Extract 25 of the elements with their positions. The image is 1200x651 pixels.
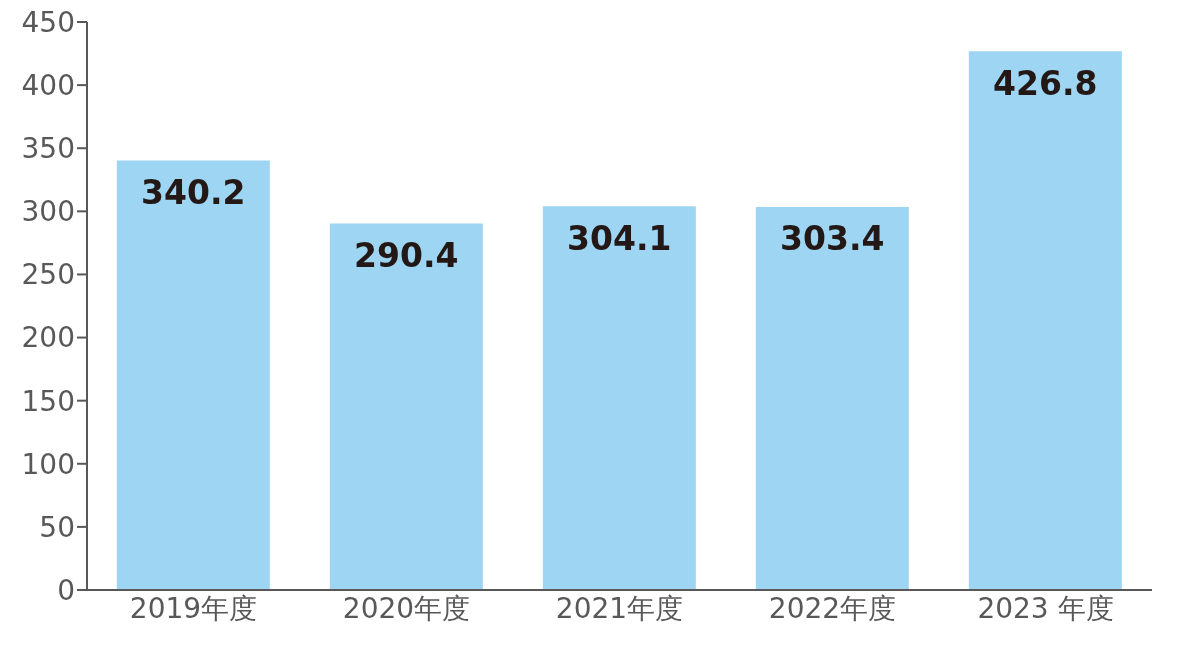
bar xyxy=(116,160,270,590)
bar xyxy=(968,51,1122,590)
y-tick-label: 200 xyxy=(21,321,75,355)
data-label: 304.1 xyxy=(567,218,672,258)
x-tick-label: 2021年度 xyxy=(555,591,684,625)
x-tick-label: 2020年度 xyxy=(342,591,471,625)
y-tick-label: 150 xyxy=(21,384,75,418)
x-tick-label: 2019年度 xyxy=(129,591,258,625)
x-tick-label: 2022年度 xyxy=(768,591,897,625)
data-label: 290.4 xyxy=(354,235,459,275)
y-tick-label: 400 xyxy=(21,69,75,103)
y-tick-label: 50 xyxy=(39,510,75,544)
y-tick-label: 300 xyxy=(21,195,75,229)
data-label: 340.2 xyxy=(141,173,246,213)
y-tick-label: 250 xyxy=(21,258,75,292)
data-label: 303.4 xyxy=(780,219,885,259)
y-tick-label: 100 xyxy=(21,447,75,481)
bar xyxy=(542,206,696,590)
y-tick-label: 450 xyxy=(21,5,75,39)
data-label: 426.8 xyxy=(993,63,1098,103)
bar xyxy=(755,207,909,590)
bar xyxy=(329,223,483,590)
y-tick-label: 350 xyxy=(21,132,75,166)
x-tick-label: 2023 年度 xyxy=(977,591,1114,625)
y-tick-label: 0 xyxy=(57,573,75,607)
